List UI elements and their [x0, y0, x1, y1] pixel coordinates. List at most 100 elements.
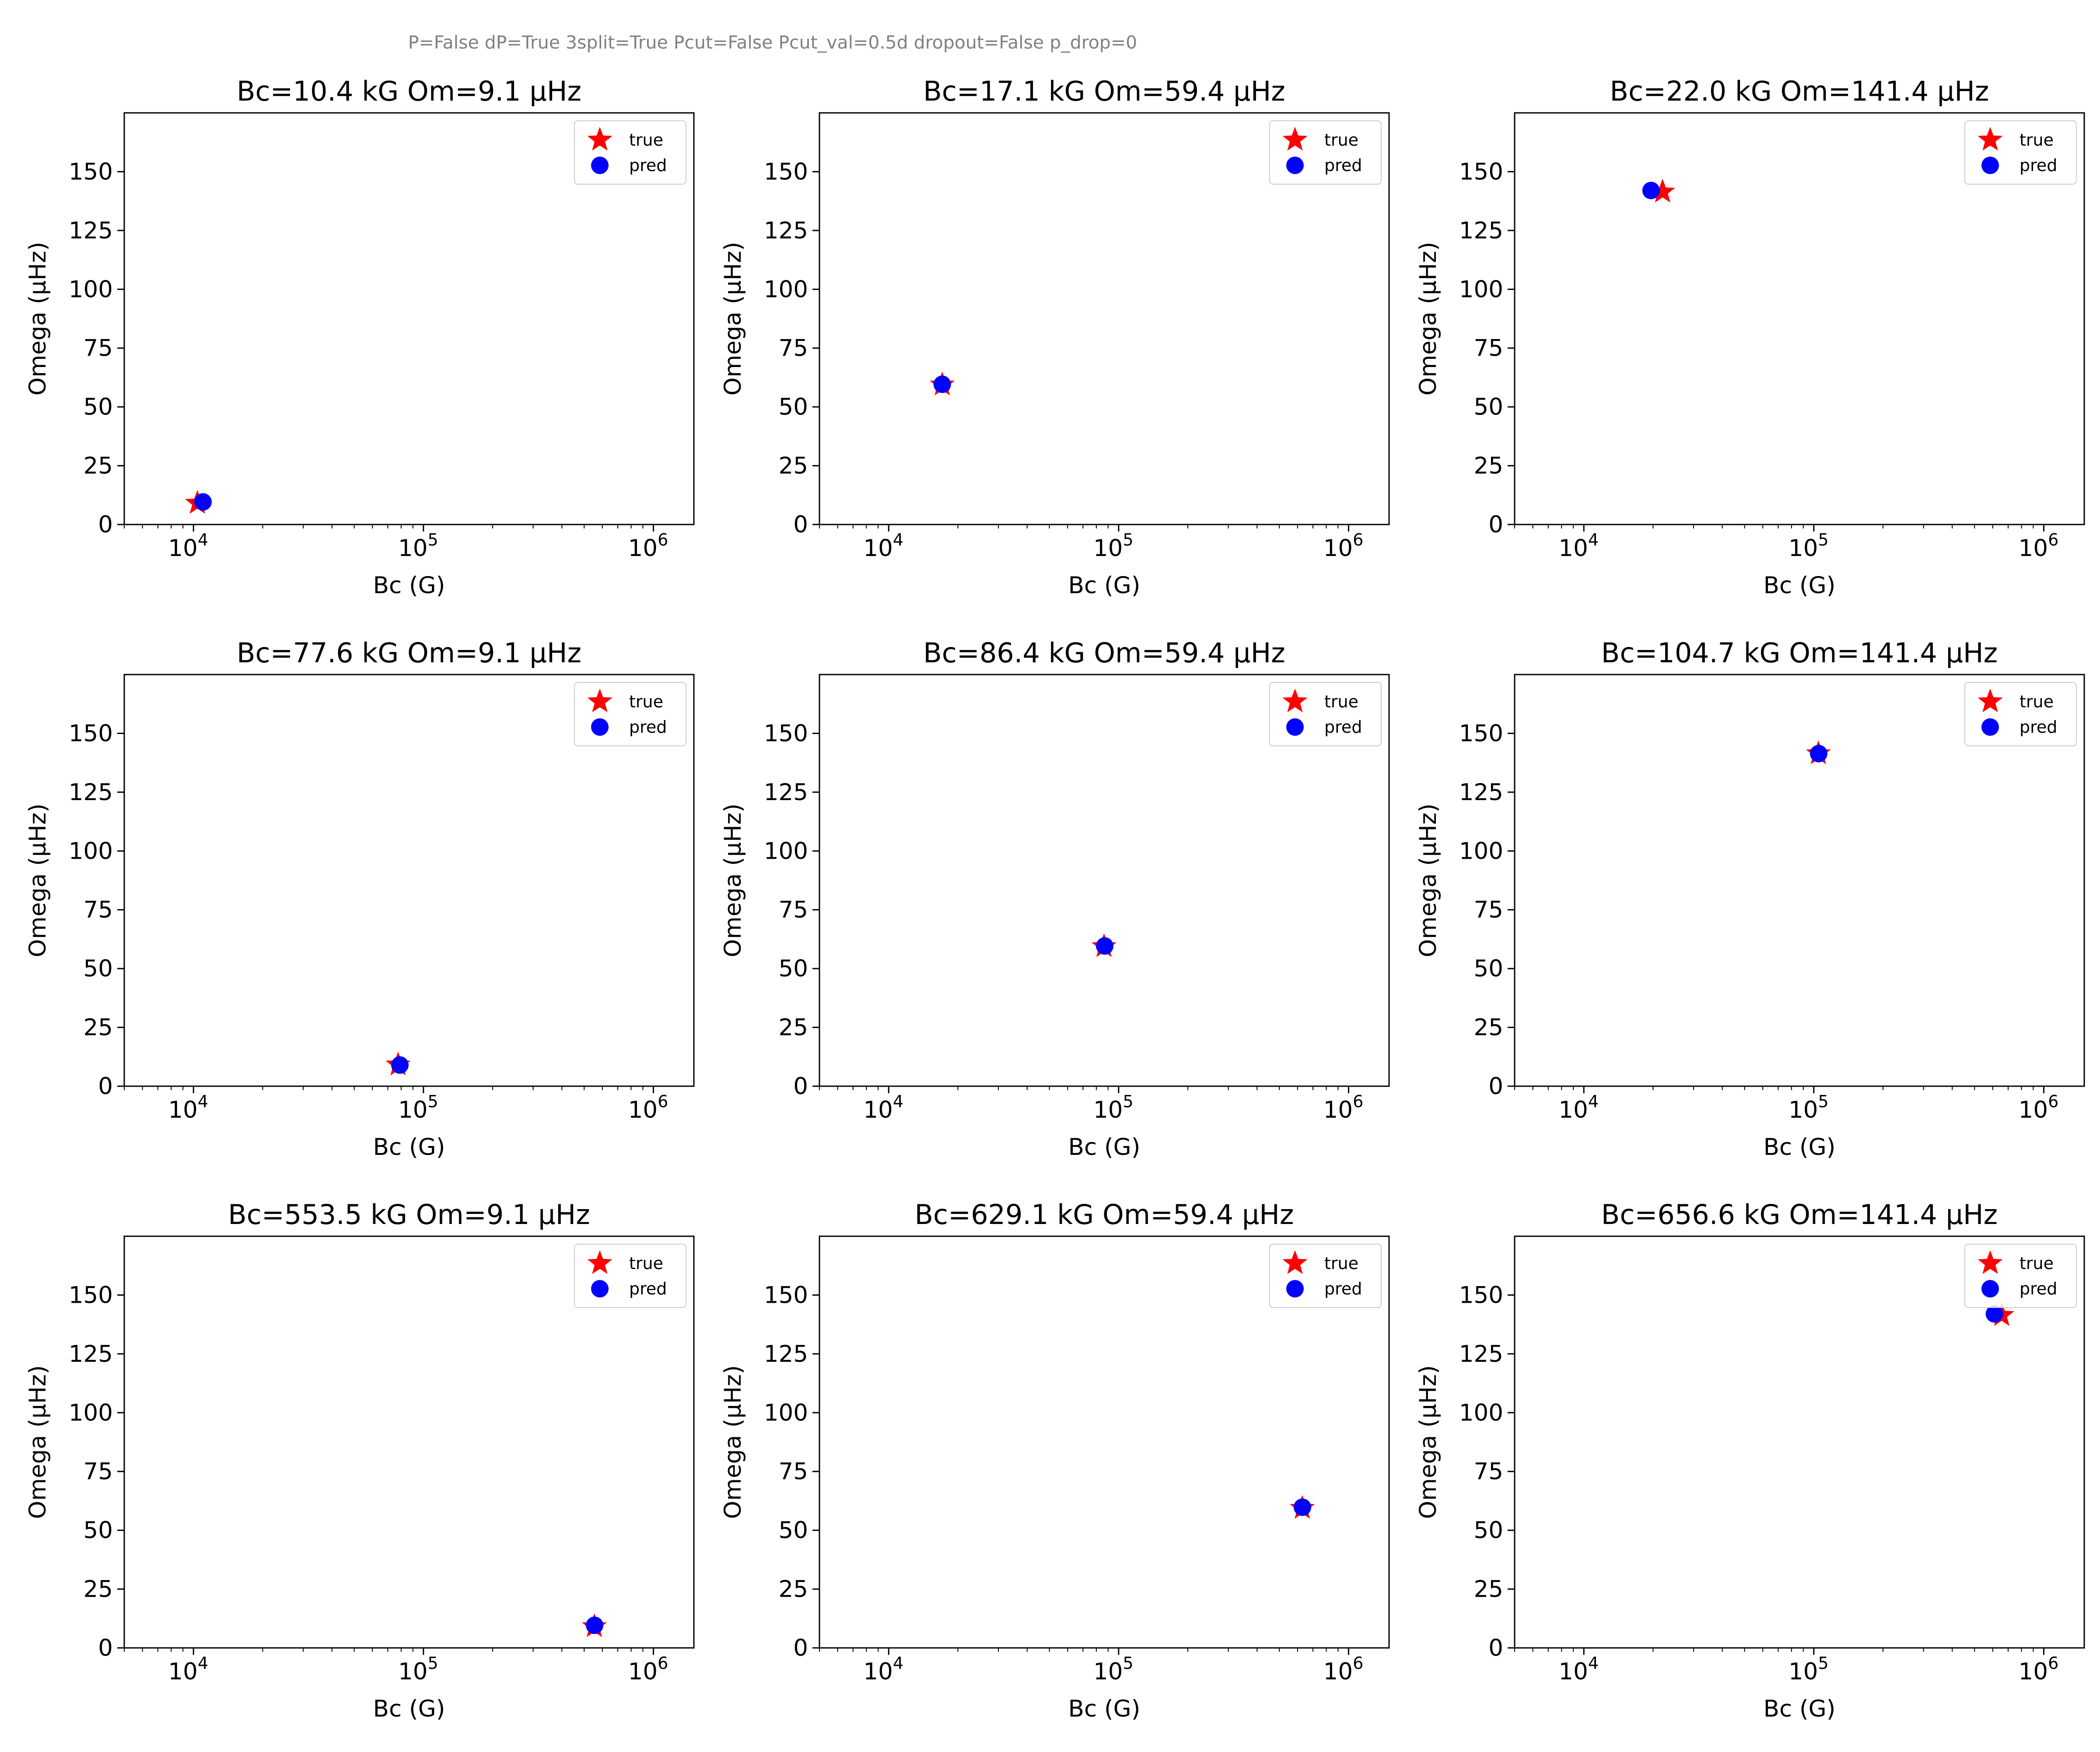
x-tick-base: 10 — [1093, 1097, 1123, 1123]
y-axis-label: Omega (μHz) — [1415, 804, 1442, 958]
legend: true pred — [1269, 682, 1382, 746]
pred-point-circle — [586, 1616, 604, 1634]
y-tick-label: 125 — [1459, 217, 1503, 244]
legend-label: true — [1324, 130, 1358, 150]
x-tick-base: 10 — [1558, 1097, 1588, 1123]
y-tick-label: 100 — [1459, 276, 1503, 303]
y-tick-label: 25 — [779, 1576, 808, 1603]
x-tick-label: 105 — [398, 1654, 438, 1685]
x-tick-base: 10 — [2019, 535, 2048, 562]
subplot-title: Bc=629.1 kG Om=59.4 μHz — [915, 1199, 1294, 1231]
legend-label: true — [2020, 692, 2054, 711]
legend-circle-icon — [1981, 157, 1999, 174]
pred-point-circle — [194, 493, 212, 511]
axes-frame — [1514, 1235, 2085, 1649]
legend-circle-icon — [591, 718, 609, 736]
x-tick-label: 106 — [2019, 530, 2059, 562]
y-tick-label: 50 — [1474, 955, 1503, 982]
axes-frame — [1514, 112, 2085, 525]
y-tick-label: 75 — [1474, 1458, 1503, 1485]
x-tick-base: 10 — [1788, 535, 1818, 562]
x-tick-base: 10 — [168, 535, 197, 562]
legend-circle-icon — [1286, 157, 1304, 174]
x-tick-exponent: 5 — [1818, 530, 1828, 549]
axes-frame — [819, 674, 1390, 1087]
subplot-3: Bc=22.0 kG Om=141.4 μHz 0 25 50 75 100 125 150 1… — [1415, 75, 2085, 599]
x-tick-exponent: 5 — [1818, 1654, 1828, 1673]
legend-star-icon — [587, 1250, 612, 1274]
legend-star-icon — [1282, 127, 1308, 151]
y-tick-label: 25 — [1474, 1014, 1503, 1041]
y-tick-label: 100 — [1459, 1399, 1503, 1426]
legend-star-icon — [587, 689, 612, 713]
axes-frame — [819, 112, 1390, 525]
x-tick-exponent: 4 — [198, 1654, 208, 1673]
x-tick-label: 105 — [1093, 1092, 1134, 1123]
x-tick-base: 10 — [398, 1658, 427, 1685]
pred-point-circle — [1642, 182, 1660, 199]
pred-point-circle — [1293, 1498, 1311, 1516]
y-tick-label: 50 — [779, 1517, 808, 1544]
y-axis-label: Omega (μHz) — [24, 242, 51, 396]
legend-star-icon — [1282, 1250, 1308, 1274]
y-tick-label: 150 — [764, 720, 808, 747]
x-axis-label: Bc (G) — [1068, 1696, 1141, 1722]
y-tick-label: 75 — [84, 335, 113, 362]
legend: true pred — [574, 682, 686, 746]
axes-frame — [123, 112, 695, 525]
x-tick-label: 104 — [168, 1654, 208, 1685]
y-tick-label: 150 — [764, 1282, 808, 1308]
y-tick-label: 0 — [793, 1073, 808, 1100]
y-tick-label: 125 — [69, 779, 113, 806]
y-tick-label: 125 — [69, 1341, 113, 1367]
y-tick-label: 125 — [1459, 779, 1503, 806]
x-tick-label: 105 — [398, 1092, 438, 1123]
x-tick-label: 106 — [2019, 1654, 2059, 1685]
y-tick-label: 100 — [1459, 838, 1503, 864]
subplot-5: Bc=86.4 kG Om=59.4 μHz 0 25 50 75 100 125 150 10… — [720, 637, 1390, 1161]
x-tick-label: 105 — [1788, 1654, 1829, 1685]
pred-point-circle — [391, 1056, 409, 1074]
legend: true pred — [1964, 1244, 2077, 1308]
legend-star-icon — [1978, 1250, 2003, 1274]
x-tick-base: 10 — [628, 1658, 658, 1685]
x-tick-base: 10 — [1093, 535, 1123, 562]
subplot-4: Bc=77.6 kG Om=9.1 μHz0255075100125150104… — [24, 637, 695, 1161]
legend-label: true — [1324, 1254, 1358, 1273]
x-tick-exponent: 6 — [658, 1092, 668, 1111]
legend: true pred — [1269, 120, 1382, 185]
legend-label: true — [629, 1254, 663, 1273]
panels: Bc=10.4 kG Om=9.1 μHz0255075100125150104… — [24, 75, 2085, 1722]
legend: true pred — [1964, 120, 2077, 185]
x-tick-label: 106 — [1323, 530, 1364, 562]
y-axis-label: Omega (μHz) — [1415, 242, 1442, 396]
x-tick-label: 104 — [168, 1092, 208, 1123]
y-tick-label: 100 — [69, 276, 113, 303]
x-tick-label: 104 — [1558, 530, 1599, 562]
x-tick-exponent: 4 — [1588, 1654, 1599, 1673]
x-tick-exponent: 4 — [893, 1092, 903, 1111]
y-tick-label: 25 — [779, 1014, 808, 1041]
x-tick-base: 10 — [398, 535, 427, 562]
y-tick-label: 25 — [84, 1014, 113, 1041]
subplot-title: Bc=86.4 kG Om=59.4 μHz — [923, 637, 1285, 669]
y-tick-label: 25 — [779, 453, 808, 479]
x-tick-exponent: 6 — [2048, 530, 2058, 549]
y-tick-label: 75 — [779, 1458, 808, 1485]
y-tick-label: 150 — [764, 158, 808, 185]
y-tick-label: 50 — [84, 1517, 113, 1544]
legend-label: pred — [2020, 1279, 2057, 1298]
x-tick-label: 106 — [1323, 1092, 1364, 1123]
x-axis-label: Bc (G) — [1764, 1134, 1836, 1161]
x-tick-label: 104 — [1558, 1654, 1599, 1685]
x-tick-base: 10 — [1788, 1097, 1818, 1123]
x-tick-label: 104 — [863, 1654, 903, 1685]
x-axis-label: Bc (G) — [1068, 1134, 1141, 1161]
x-tick-exponent: 5 — [1123, 530, 1133, 549]
x-tick-label: 104 — [863, 530, 903, 562]
y-tick-label: 50 — [1474, 1517, 1503, 1544]
y-tick-label: 125 — [764, 217, 808, 244]
x-tick-exponent: 4 — [893, 1654, 903, 1673]
x-tick-base: 10 — [1323, 1658, 1353, 1685]
